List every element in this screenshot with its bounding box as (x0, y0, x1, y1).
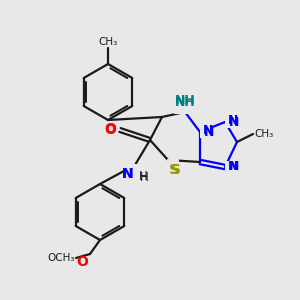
Bar (106, 124, 118, 136)
Text: OCH₃: OCH₃ (47, 253, 75, 263)
Text: NH: NH (175, 96, 195, 109)
Text: O: O (76, 255, 88, 269)
Text: N: N (228, 115, 238, 128)
Bar (174, 100, 196, 113)
Bar (167, 159, 179, 171)
Text: S: S (169, 163, 179, 177)
Text: S: S (171, 163, 181, 177)
Bar (225, 116, 237, 128)
Text: N: N (122, 167, 133, 181)
Text: O: O (104, 123, 116, 137)
Bar (225, 161, 237, 173)
Text: H: H (139, 170, 148, 183)
Text: CH₃: CH₃ (98, 37, 118, 47)
Text: N: N (229, 116, 239, 128)
Text: N: N (228, 160, 238, 173)
Text: CH₃: CH₃ (254, 129, 273, 139)
Text: N: N (203, 124, 213, 137)
Text: H: H (140, 171, 149, 184)
Bar (123, 164, 137, 176)
Text: NH: NH (175, 94, 195, 107)
Text: N: N (122, 167, 133, 181)
Text: N: N (204, 125, 214, 139)
Text: N: N (229, 160, 239, 173)
Bar (200, 126, 212, 138)
Text: O: O (104, 122, 116, 136)
